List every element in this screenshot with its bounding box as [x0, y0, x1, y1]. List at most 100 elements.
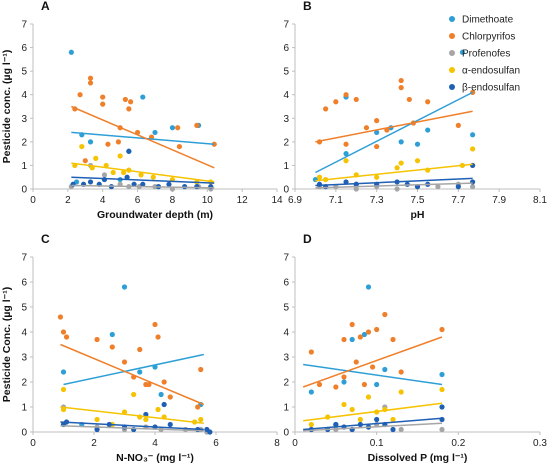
panel-b: 0 1 2 3 4 5 6 7 6.9 7.1 7.3 7.5 7.7 7.9 8.1 pH B — [283, 0, 547, 221]
data-point — [167, 394, 173, 400]
data-point — [374, 174, 380, 180]
y-tick-label: 4 — [21, 90, 27, 101]
trend-line — [60, 343, 205, 406]
data-point — [470, 146, 476, 152]
data-point — [126, 148, 132, 154]
x-axis-title: N-NO₃⁻ (mg l⁻¹) — [116, 452, 194, 464]
y-axis-title: Pesticide Conc. (µg l⁻¹) — [1, 287, 13, 402]
data-point — [357, 334, 363, 340]
data-point — [194, 122, 200, 128]
data-point — [94, 426, 100, 433]
data-point — [137, 369, 143, 375]
data-point — [138, 172, 144, 178]
panel-d: 0 1 2 3 4 5 6 7 0 0.1 0.2 0.3 Dissolved P (mg l⁻¹) D — [283, 232, 547, 464]
data-point — [87, 80, 94, 86]
data-point — [439, 404, 445, 410]
data-point — [343, 158, 349, 164]
data-point — [398, 426, 404, 433]
data-point — [63, 334, 70, 340]
panel-letter: C — [41, 232, 50, 246]
data-point — [353, 186, 359, 192]
data-point — [122, 96, 128, 103]
x-tick-label: 2 — [65, 195, 71, 206]
data-point — [414, 141, 421, 147]
trend-line — [315, 163, 473, 182]
y-tick-label: 7 — [283, 20, 289, 31]
data-point — [341, 401, 347, 408]
x-tick-label: 7.5 — [411, 195, 425, 206]
data-point — [414, 158, 421, 164]
y-tick-label: 6 — [21, 43, 27, 54]
data-point — [126, 106, 132, 112]
data-point — [394, 186, 400, 192]
data-point — [152, 129, 158, 136]
x-tick-label: 6.9 — [288, 195, 302, 206]
x-tick-label: 7.7 — [451, 195, 465, 206]
x-axis-title: Dissolved P (mg l⁻¹) — [368, 452, 468, 464]
x-tick-label: 0 — [30, 438, 36, 449]
data-point — [124, 174, 130, 180]
data-point — [121, 409, 128, 415]
data-point — [195, 404, 201, 410]
data-point — [158, 391, 164, 398]
data-point — [390, 336, 396, 343]
x-tick-label: 6 — [213, 438, 219, 449]
trend-line — [303, 363, 443, 386]
data-point — [398, 85, 404, 91]
y-tick-label: 2 — [283, 137, 289, 148]
y-tick-label: 4 — [283, 90, 289, 101]
data-point — [161, 401, 167, 408]
data-point — [341, 336, 347, 343]
data-point — [131, 181, 137, 187]
data-point — [137, 346, 143, 353]
legend-item-label: Chlorpyrifos — [462, 32, 515, 43]
y-tick-label: 6 — [283, 278, 289, 289]
panel-letter: D — [303, 232, 312, 246]
trend-line — [315, 182, 473, 189]
data-point — [175, 125, 181, 131]
data-point — [323, 106, 329, 112]
data-point — [439, 386, 445, 393]
data-point — [60, 369, 67, 375]
data-point — [470, 162, 476, 169]
x-tick-label: 8.1 — [533, 195, 547, 206]
x-tick-label: 0.1 — [370, 438, 384, 449]
data-point — [82, 158, 88, 164]
data-point — [394, 165, 400, 171]
data-point — [140, 94, 146, 100]
legend-item-label: Profenofes — [462, 49, 510, 60]
data-point — [343, 151, 349, 157]
y-tick-label: 2 — [21, 378, 27, 389]
data-point — [60, 329, 67, 335]
x-tick-label: 7.9 — [492, 195, 506, 206]
x-axis-title: pH — [411, 209, 425, 221]
trend-line — [60, 421, 204, 431]
data-point — [100, 101, 106, 107]
data-point — [343, 92, 349, 98]
data-point — [87, 179, 94, 185]
data-point — [166, 181, 172, 187]
trend-line — [60, 425, 204, 432]
y-tick-label: 0 — [283, 185, 289, 196]
x-tick-label: 6 — [135, 195, 141, 206]
data-point — [382, 366, 388, 373]
data-point — [398, 160, 404, 166]
x-tick-label: 4 — [152, 438, 158, 449]
data-point — [101, 176, 108, 183]
x-tick-label: 7.3 — [370, 195, 384, 206]
panel-letter: B — [303, 0, 312, 13]
y-tick-label: 2 — [283, 378, 289, 389]
data-point — [361, 381, 368, 388]
data-point — [425, 99, 431, 105]
y-tick-label: 0 — [21, 428, 27, 439]
y-tick-label: 6 — [21, 278, 27, 289]
data-point — [121, 169, 127, 176]
data-point — [455, 184, 461, 190]
data-point — [349, 406, 355, 413]
data-point — [333, 99, 339, 105]
data-point — [93, 155, 99, 161]
data-point — [308, 349, 314, 355]
data-point — [341, 374, 347, 380]
y-tick-label: 7 — [21, 20, 27, 31]
data-point — [77, 92, 83, 98]
